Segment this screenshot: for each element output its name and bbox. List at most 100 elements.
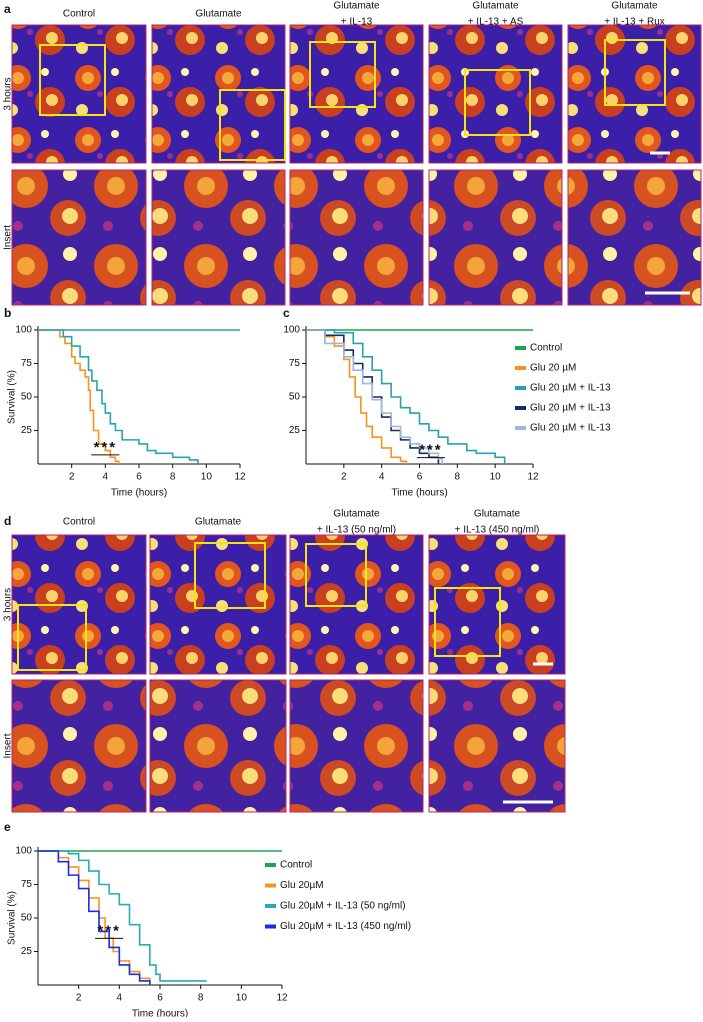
significance: *** bbox=[94, 439, 118, 456]
micrograph bbox=[567, 24, 702, 164]
x-tick-label: 10 bbox=[201, 472, 213, 483]
y-tick-label: 75 bbox=[21, 358, 33, 369]
column-label: Glutamate bbox=[472, 1, 519, 12]
y-tick-label: 100 bbox=[15, 846, 32, 857]
row-label: 3 hours bbox=[3, 77, 14, 110]
column-label: Glutamate bbox=[195, 517, 242, 528]
legend-label: Glu 20µM + IL-13 (450 ng/ml) bbox=[280, 921, 411, 932]
micrograph bbox=[149, 534, 287, 675]
x-axis-label: Time (hours) bbox=[132, 1009, 188, 1017]
x-tick-label: 4 bbox=[103, 472, 109, 483]
y-tick-label: 25 bbox=[289, 425, 301, 436]
column-label: Glutamate bbox=[333, 509, 380, 520]
micrograph bbox=[289, 534, 424, 675]
legend-label: Control bbox=[280, 860, 312, 871]
micrograph bbox=[11, 24, 147, 164]
panel-letter: a bbox=[4, 2, 11, 16]
y-tick-label: 50 bbox=[289, 392, 301, 403]
x-axis-label: Time (hours) bbox=[391, 488, 447, 499]
x-tick-label: 2 bbox=[341, 472, 347, 483]
y-axis-label: Survival (%) bbox=[7, 370, 18, 424]
legend-label: Glu 20µM bbox=[280, 880, 324, 891]
inset-box bbox=[464, 69, 531, 136]
survival-curve bbox=[38, 850, 207, 982]
x-tick-label: 6 bbox=[157, 993, 163, 1004]
panel-letter: d bbox=[4, 514, 11, 528]
survival-curve bbox=[306, 329, 408, 464]
x-tick-label: 4 bbox=[117, 993, 123, 1004]
survival-curve bbox=[306, 329, 443, 464]
column-label: Glutamate bbox=[195, 9, 242, 20]
legend-label: Glu 20 µM + IL-13 bbox=[530, 403, 611, 414]
column-label: Control bbox=[63, 9, 95, 20]
y-tick-label: 75 bbox=[21, 879, 33, 890]
x-tick-label: 2 bbox=[76, 993, 82, 1004]
column-label: Glutamate bbox=[474, 509, 521, 520]
panel-letter: c bbox=[283, 306, 290, 320]
row-label: Insert bbox=[3, 225, 14, 250]
y-tick-label: 25 bbox=[21, 946, 33, 957]
micrograph bbox=[289, 169, 424, 306]
x-axis-label: Time (hours) bbox=[111, 488, 167, 499]
inset-box bbox=[17, 604, 87, 671]
x-tick-label: 4 bbox=[379, 472, 385, 483]
micrograph bbox=[11, 679, 147, 813]
survival-curve bbox=[38, 329, 199, 464]
column-label: + IL-13 + Rux bbox=[604, 17, 665, 28]
micrograph bbox=[149, 679, 287, 813]
column-label: + IL-13 (450 ng/ml) bbox=[455, 525, 540, 536]
row-label: Insert bbox=[3, 733, 14, 758]
micrograph bbox=[289, 679, 424, 813]
legend-label: Glu 20 µM + IL-13 bbox=[530, 423, 611, 434]
y-tick-label: 75 bbox=[289, 358, 301, 369]
y-axis-label: Survival (%) bbox=[7, 891, 18, 945]
panel-letter: e bbox=[4, 820, 11, 834]
x-tick-label: 10 bbox=[236, 993, 248, 1004]
inset-box bbox=[309, 41, 376, 108]
x-tick-label: 8 bbox=[170, 472, 176, 483]
legend-label: Glu 20µM + IL-13 (50 ng/ml) bbox=[280, 901, 406, 912]
x-tick-label: 10 bbox=[490, 472, 502, 483]
significance: *** bbox=[419, 442, 443, 459]
inset-box bbox=[219, 89, 286, 161]
column-label: + IL-13 + AS bbox=[468, 17, 524, 28]
row-label: 3 hours bbox=[3, 588, 14, 621]
panel-letter: b bbox=[4, 306, 11, 320]
micrograph bbox=[289, 24, 424, 164]
survival-curve bbox=[38, 850, 151, 985]
inset-box bbox=[305, 543, 367, 607]
x-tick-label: 12 bbox=[276, 993, 288, 1004]
column-label: + IL-13 (50 ng/ml) bbox=[317, 525, 396, 536]
micrograph bbox=[428, 534, 566, 675]
inset-box bbox=[604, 39, 666, 106]
micrograph bbox=[151, 24, 286, 164]
legend-label: Glu 20 µM bbox=[530, 363, 576, 374]
x-tick-label: 12 bbox=[234, 472, 246, 483]
survival-curve bbox=[38, 329, 120, 464]
x-tick-label: 2 bbox=[69, 472, 75, 483]
micrograph bbox=[151, 169, 286, 306]
micrograph bbox=[428, 679, 566, 813]
column-label: Glutamate bbox=[611, 1, 658, 12]
inset-box bbox=[194, 542, 266, 609]
legend-label: Control bbox=[530, 343, 562, 354]
y-tick-label: 25 bbox=[21, 425, 33, 436]
y-tick-label: 100 bbox=[15, 325, 32, 336]
x-tick-label: 12 bbox=[527, 472, 539, 483]
micrograph bbox=[428, 24, 563, 164]
significance: *** bbox=[97, 922, 121, 939]
column-label: Control bbox=[63, 517, 95, 528]
x-tick-label: 8 bbox=[198, 993, 204, 1004]
micrograph bbox=[11, 169, 147, 306]
x-tick-label: 8 bbox=[455, 472, 461, 483]
micrograph bbox=[428, 169, 563, 306]
legend-label: Glu 20 µM + IL-13 bbox=[530, 383, 611, 394]
x-tick-label: 6 bbox=[136, 472, 142, 483]
inset-box bbox=[434, 587, 501, 657]
x-tick-label: 6 bbox=[417, 472, 423, 483]
column-label: Glutamate bbox=[333, 1, 380, 12]
micrograph bbox=[567, 169, 702, 306]
column-label: + IL-13 bbox=[341, 17, 373, 28]
y-tick-label: 50 bbox=[21, 392, 33, 403]
